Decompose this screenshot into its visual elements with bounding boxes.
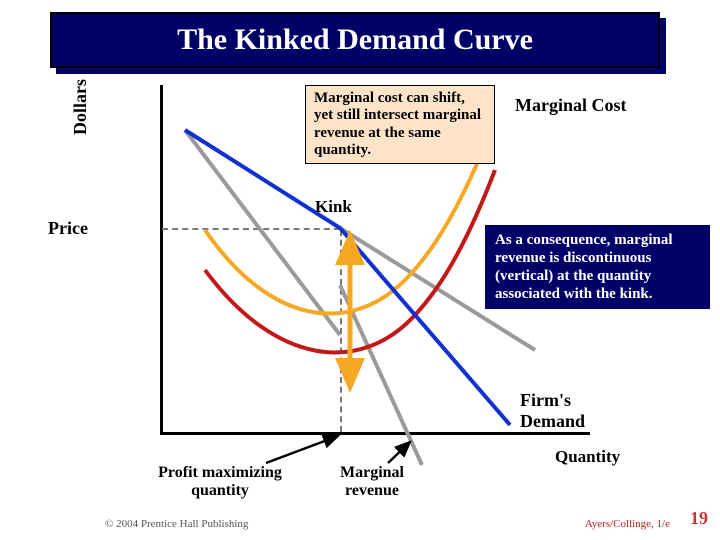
price-tick-label: Price xyxy=(48,218,88,239)
chart-area: Dollars Price xyxy=(90,85,630,455)
slide-title: The Kinked Demand Curve xyxy=(177,23,533,57)
y-axis-label: Dollars xyxy=(70,79,91,135)
kink-label: Kink xyxy=(315,197,352,217)
profit-max-label: Profit maximizing quantity xyxy=(145,464,295,499)
demand-label: Firm's Demand xyxy=(520,390,630,432)
page-number: 19 xyxy=(690,508,708,529)
copyright-text: © 2004 Prentice Hall Publishing xyxy=(105,518,248,530)
shift-annotation: Marginal cost can shift, yet still inter… xyxy=(305,85,495,164)
mr-label-line1: Marginal xyxy=(340,464,404,481)
mr-label: Marginal revenue xyxy=(340,464,404,499)
slide: The Kinked Demand Curve Dollars Price xyxy=(0,0,720,540)
profit-arrow xyxy=(266,436,338,463)
footer-right-text: Ayers/Collinge, 1/e xyxy=(585,518,670,530)
mc-label: Marginal Cost xyxy=(515,95,627,116)
mr-label-arrow xyxy=(388,442,410,463)
consequence-annotation: As a consequence, marginal revenue is di… xyxy=(485,225,710,309)
mr-label-line2: revenue xyxy=(345,482,399,499)
title-box: The Kinked Demand Curve xyxy=(50,12,660,68)
x-axis-label: Quantity xyxy=(555,447,620,467)
